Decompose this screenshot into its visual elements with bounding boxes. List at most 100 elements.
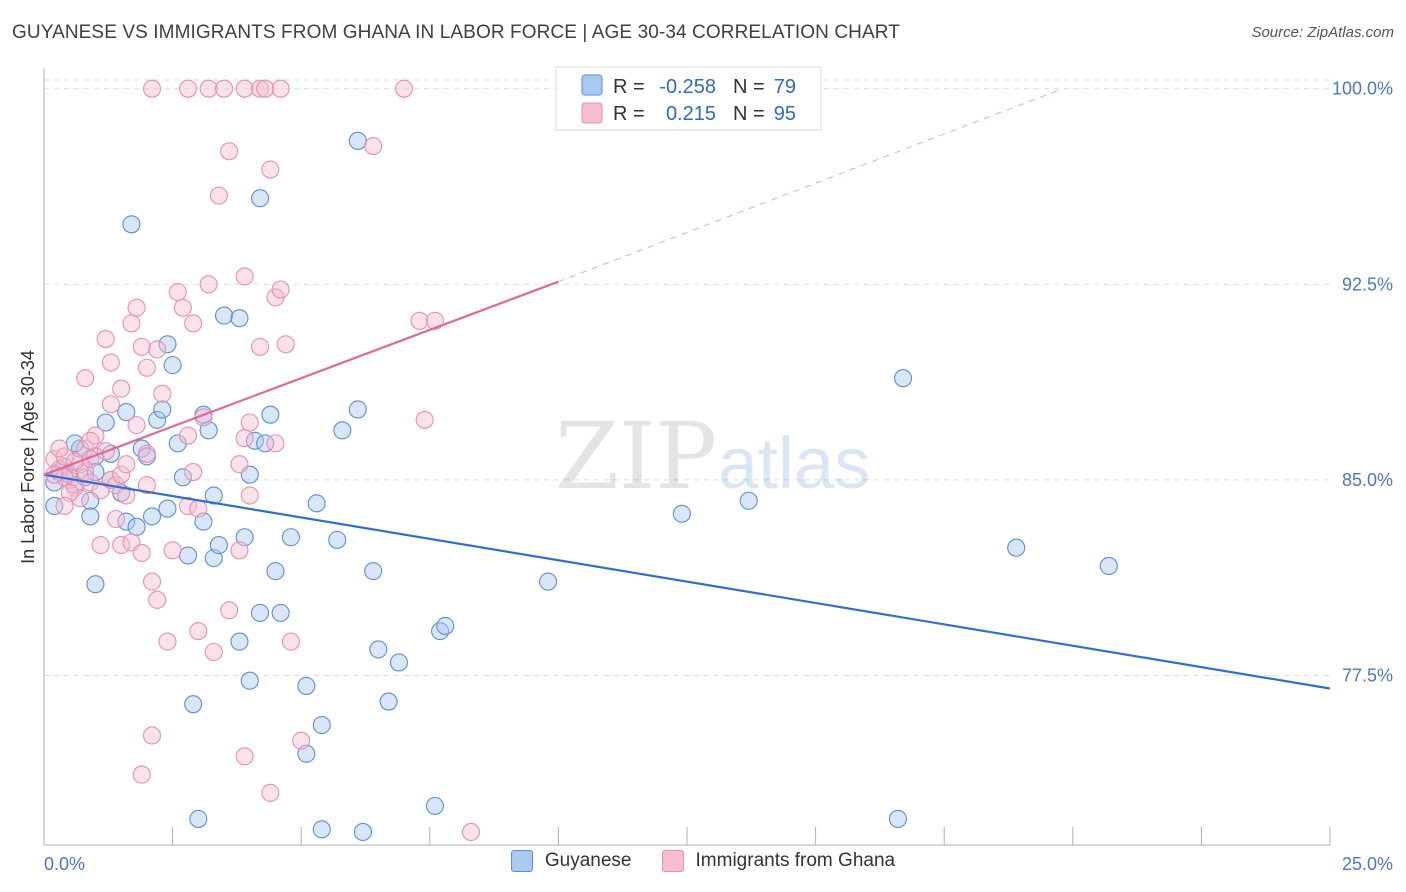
bottom-legend-item-ghana: Immigrants from Ghana — [661, 850, 895, 872]
data-point — [55, 496, 74, 516]
data-point — [86, 575, 105, 594]
data-point — [153, 384, 172, 403]
data-point — [106, 509, 126, 529]
data-point — [410, 311, 429, 330]
data-point — [168, 283, 187, 302]
data-point — [220, 142, 239, 161]
series-ghana — [45, 79, 481, 842]
data-point — [148, 590, 167, 609]
data-point — [312, 715, 331, 735]
data-point — [389, 653, 408, 672]
data-point — [281, 528, 300, 547]
data-point — [245, 431, 264, 450]
series-guyanese — [45, 131, 1118, 842]
data-point — [888, 809, 907, 828]
data-point — [461, 822, 481, 842]
data-point — [137, 444, 156, 463]
data-point — [158, 335, 177, 354]
data-point — [230, 455, 249, 474]
data-point — [142, 726, 162, 745]
guyanese-swatch — [510, 850, 533, 872]
data-point — [132, 543, 151, 562]
data-point — [148, 340, 167, 359]
trend-line-guyanese — [43, 473, 1331, 690]
data-point — [431, 622, 450, 641]
data-point — [256, 434, 275, 453]
grid-layer — [44, 79, 1330, 676]
data-point — [348, 131, 367, 150]
data-point — [112, 536, 131, 555]
legend-n-value-1: 79 — [774, 76, 796, 98]
data-point — [153, 400, 172, 419]
data-point — [425, 796, 444, 815]
data-point — [137, 358, 156, 377]
data-point — [230, 541, 249, 560]
data-point — [240, 413, 259, 432]
data-point — [184, 695, 203, 714]
legend-r-value-2: 0.215 — [666, 103, 716, 125]
data-point — [395, 79, 414, 98]
data-point — [230, 309, 249, 328]
data-point — [45, 496, 64, 516]
data-point — [81, 431, 100, 450]
data-point — [209, 536, 228, 555]
legend-n-label-2: N = — [733, 103, 765, 125]
data-point — [178, 546, 198, 565]
data-point — [235, 79, 254, 98]
y-tick-label: 85.0% — [1342, 470, 1393, 490]
data-point — [112, 465, 131, 484]
data-point — [117, 403, 136, 422]
data-point — [214, 79, 234, 98]
data-point — [250, 189, 270, 208]
axes-layer: 100.0% 92.5% 85.0% 77.5% 0.0% 25.0% — [43, 68, 1393, 874]
data-point — [266, 562, 285, 581]
legend-swatch-guyanese — [581, 74, 603, 96]
legend-r-value-1: -0.258 — [659, 76, 716, 98]
data-point — [76, 369, 95, 388]
data-point — [122, 215, 141, 234]
chart-source: Source: ZipAtlas.com — [1251, 24, 1394, 41]
data-point — [122, 314, 141, 333]
data-point — [271, 603, 290, 622]
data-point — [250, 337, 270, 356]
data-point — [333, 421, 352, 440]
data-point — [297, 676, 316, 695]
data-point — [86, 426, 105, 445]
data-point — [261, 783, 280, 802]
data-point — [91, 536, 110, 555]
data-point — [65, 452, 84, 471]
watermark-atlas: atlas — [718, 424, 870, 504]
data-point — [178, 426, 198, 445]
data-point — [81, 507, 100, 526]
data-point — [132, 337, 151, 356]
data-point — [148, 410, 167, 429]
data-point — [364, 137, 383, 156]
trend-line-ghana — [43, 280, 559, 476]
data-point — [1007, 538, 1026, 557]
data-point — [96, 413, 115, 432]
data-point — [1099, 556, 1118, 575]
data-point — [364, 562, 383, 581]
data-point — [220, 601, 239, 620]
legend-box: R = -0.258 N = 79 R = 0.215 N = 95 — [555, 66, 822, 131]
data-point — [142, 572, 162, 591]
data-point — [189, 622, 208, 641]
data-point — [70, 489, 90, 508]
data-point — [271, 79, 290, 98]
x-tick-label: 0.0% — [44, 854, 85, 874]
bottom-legend: Guyanese Immigrants from Ghana — [0, 850, 1406, 872]
ghana-swatch — [661, 850, 684, 872]
data-point — [250, 79, 270, 98]
data-point — [893, 369, 913, 388]
watermark: ZIP atlas — [555, 403, 870, 510]
data-point — [184, 314, 203, 333]
data-point — [235, 747, 254, 766]
data-point — [199, 275, 218, 294]
data-point — [250, 603, 270, 622]
data-point — [353, 822, 372, 842]
points-layer — [45, 79, 1118, 842]
data-point — [266, 434, 285, 453]
data-point — [173, 468, 192, 487]
data-point — [240, 486, 259, 505]
data-point — [539, 572, 558, 591]
